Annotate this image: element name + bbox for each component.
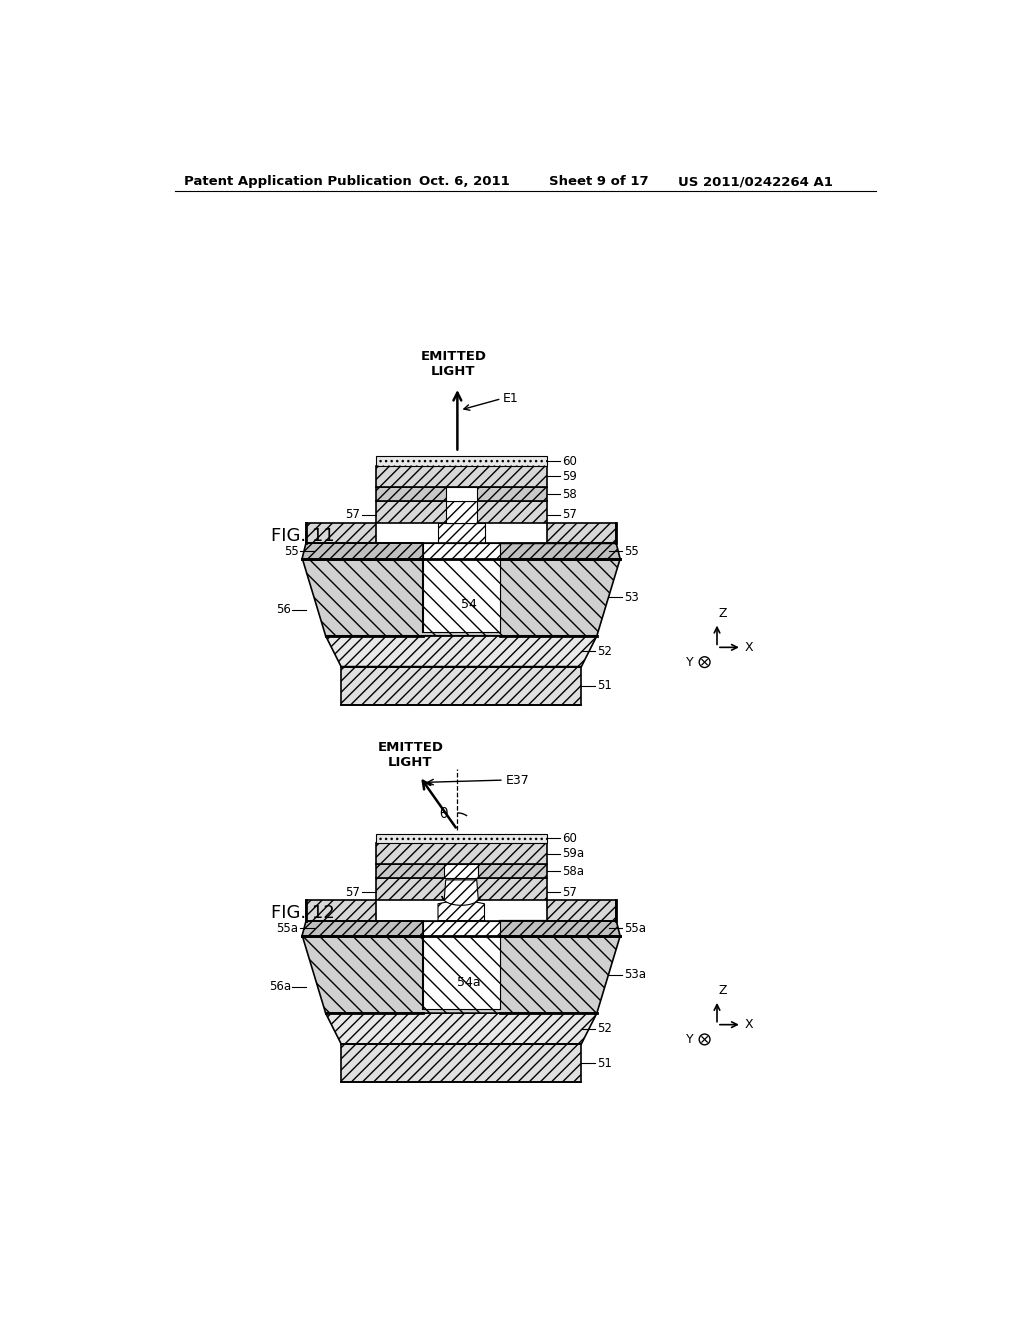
Text: Oct. 6, 2011: Oct. 6, 2011 (419, 176, 509, 189)
Text: 54a: 54a (457, 975, 481, 989)
Text: 53a: 53a (624, 968, 646, 981)
Polygon shape (326, 1014, 597, 1044)
Text: 51: 51 (597, 1056, 611, 1069)
Text: 56a: 56a (268, 981, 291, 994)
Polygon shape (423, 544, 500, 558)
Text: Y: Y (686, 656, 693, 669)
Text: 51: 51 (597, 680, 611, 693)
Polygon shape (302, 921, 423, 936)
Text: X: X (744, 1018, 754, 1031)
Text: EMITTED
LIGHT: EMITTED LIGHT (421, 350, 486, 378)
Polygon shape (306, 523, 376, 544)
Polygon shape (547, 523, 616, 544)
Text: Patent Application Publication: Patent Application Publication (183, 176, 412, 189)
Polygon shape (500, 544, 621, 558)
Text: 58a: 58a (562, 865, 584, 878)
Polygon shape (302, 558, 621, 636)
Polygon shape (423, 558, 500, 632)
Polygon shape (438, 900, 484, 921)
Bar (376, 865, 547, 878)
Text: 52: 52 (597, 644, 611, 657)
Text: Y: Y (686, 1034, 693, 1045)
Text: 60: 60 (562, 454, 577, 467)
Bar (423, 558, 500, 632)
Text: 55a: 55a (276, 921, 299, 935)
Polygon shape (445, 502, 477, 523)
Text: 55a: 55a (624, 921, 646, 935)
Polygon shape (547, 900, 616, 921)
Text: E37: E37 (506, 774, 529, 787)
Bar (376, 466, 547, 487)
Polygon shape (341, 1044, 582, 1082)
Text: FIG. 12: FIG. 12 (271, 904, 335, 921)
Polygon shape (376, 878, 547, 900)
Text: US 2011/0242264 A1: US 2011/0242264 A1 (678, 176, 834, 189)
Bar (423, 936, 500, 1010)
Text: 56: 56 (275, 603, 291, 616)
Text: FIG. 11: FIG. 11 (271, 527, 335, 545)
Text: Z: Z (719, 983, 727, 997)
Text: 59: 59 (562, 470, 577, 483)
Text: 54: 54 (461, 598, 477, 611)
Text: 55: 55 (284, 545, 299, 557)
Text: 55: 55 (624, 545, 639, 557)
Text: 57: 57 (562, 886, 577, 899)
Polygon shape (306, 900, 376, 921)
Text: 59a: 59a (562, 847, 584, 861)
Text: θ: θ (439, 808, 449, 821)
Bar (444, 865, 478, 878)
Text: 57: 57 (562, 508, 577, 521)
Text: EMITTED
LIGHT: EMITTED LIGHT (377, 741, 443, 768)
Bar (376, 487, 547, 502)
Polygon shape (341, 667, 582, 705)
Bar (445, 487, 477, 502)
Bar (376, 834, 547, 843)
Text: 52: 52 (597, 1022, 611, 1035)
Text: Z: Z (719, 607, 727, 619)
Text: E1: E1 (503, 392, 519, 405)
Bar (376, 457, 547, 466)
Text: Sheet 9 of 17: Sheet 9 of 17 (549, 176, 648, 189)
Polygon shape (302, 544, 423, 558)
Text: X: X (744, 640, 754, 653)
Polygon shape (500, 921, 621, 936)
Text: 57: 57 (346, 508, 360, 521)
Polygon shape (376, 502, 547, 523)
Polygon shape (302, 936, 621, 1014)
Text: 53: 53 (624, 591, 639, 603)
Polygon shape (438, 523, 484, 544)
Text: 60: 60 (562, 832, 577, 845)
Bar (376, 843, 547, 865)
Polygon shape (442, 880, 480, 906)
Text: 58: 58 (562, 487, 577, 500)
Polygon shape (423, 921, 500, 936)
Text: 57: 57 (346, 886, 360, 899)
Polygon shape (423, 936, 500, 1010)
Polygon shape (326, 636, 597, 667)
